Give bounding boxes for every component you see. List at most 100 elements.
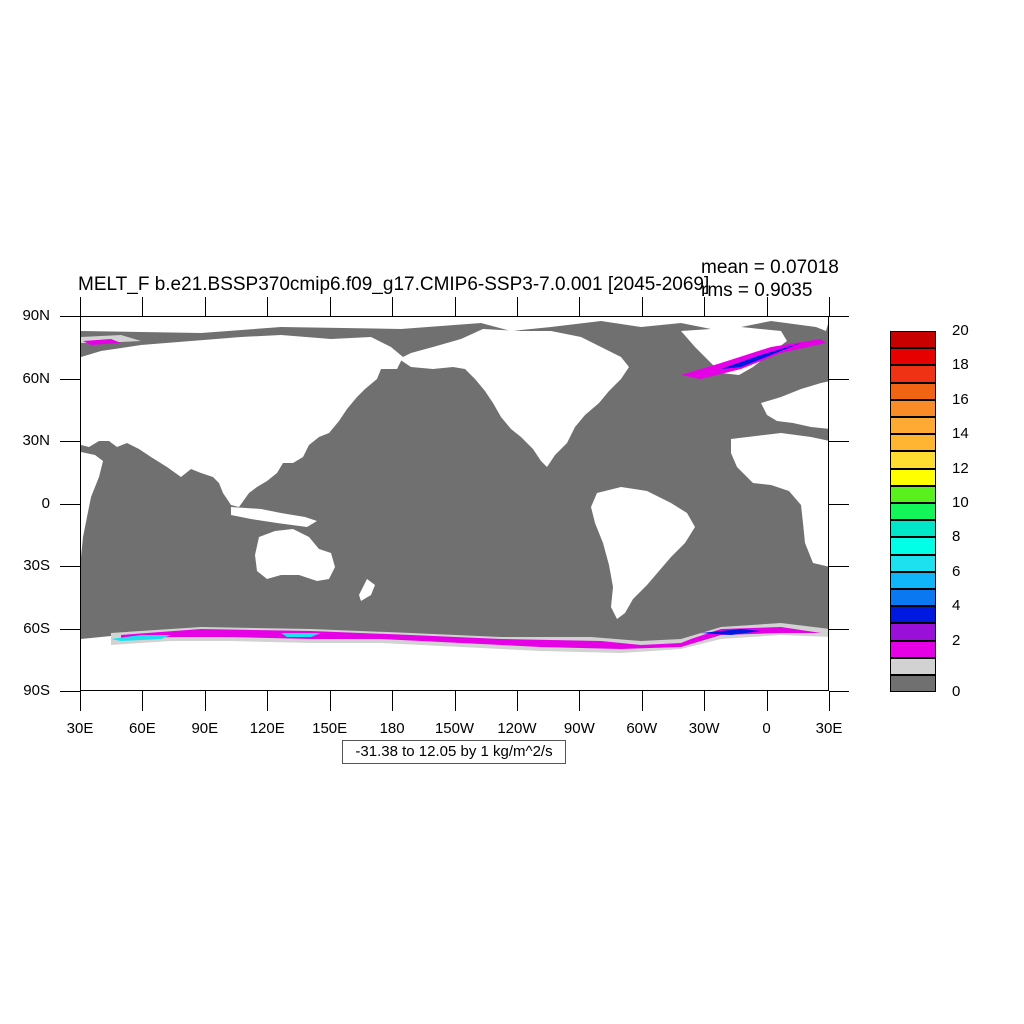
colorbar-swatch bbox=[890, 623, 936, 641]
colorbar-swatch bbox=[890, 537, 936, 555]
plot-title: MELT_F b.e21.BSSP370cmip6.f09_g17.CMIP6-… bbox=[78, 274, 710, 295]
y-tick-label: 30S bbox=[23, 557, 50, 574]
y-tick-mark bbox=[60, 316, 80, 317]
y-tick-mark bbox=[60, 378, 80, 380]
x-tick-label: 120W bbox=[497, 720, 537, 737]
x-tick-mark bbox=[392, 691, 394, 711]
x-tick-mark-top bbox=[204, 297, 206, 316]
y-tick-mark-right bbox=[829, 316, 849, 317]
x-tick-mark-top bbox=[641, 297, 643, 316]
colorbar-label: 2 bbox=[952, 631, 961, 649]
colorbar-swatch bbox=[890, 571, 936, 589]
x-tick-label: 120E bbox=[249, 720, 285, 737]
colorbar-swatch bbox=[890, 434, 936, 452]
colorbar-swatch bbox=[890, 554, 936, 572]
colorbar-swatch bbox=[890, 657, 936, 675]
colorbar-label: 10 bbox=[952, 494, 969, 511]
arctic-land-strip bbox=[81, 317, 828, 333]
colorbar-label: 14 bbox=[952, 425, 969, 443]
x-tick-mark-top bbox=[142, 297, 144, 316]
x-tick-label: 180 bbox=[379, 720, 405, 737]
y-tick-mark-right bbox=[829, 441, 849, 442]
indonesia-land bbox=[231, 507, 317, 527]
x-tick-mark bbox=[766, 691, 768, 711]
melt-arctic-blue bbox=[721, 343, 801, 369]
y-tick-mark bbox=[60, 566, 80, 567]
x-tick-mark bbox=[454, 691, 456, 711]
colorbar-swatch bbox=[890, 348, 936, 366]
y-tick-mark bbox=[60, 441, 80, 442]
colorbar-swatch bbox=[890, 417, 936, 435]
europe-land bbox=[761, 381, 828, 429]
x-tick-mark bbox=[142, 691, 144, 711]
x-tick-mark-top bbox=[454, 297, 456, 316]
y-tick-label: 30N bbox=[22, 432, 50, 449]
new-zealand-land bbox=[359, 579, 375, 601]
colorbar-swatch bbox=[890, 365, 936, 383]
y-tick-mark bbox=[60, 628, 80, 630]
colorbar-swatch bbox=[890, 331, 936, 349]
x-tick-mark-top bbox=[766, 297, 768, 316]
colorbar-swatch bbox=[890, 468, 936, 486]
south-america-land bbox=[591, 487, 695, 619]
melt-blue-streak-3 bbox=[701, 629, 761, 635]
colorbar-label: 6 bbox=[952, 562, 961, 580]
y-tick-label: 60N bbox=[22, 369, 50, 387]
colorbar-swatch bbox=[890, 503, 936, 521]
melt-blue-streak-2 bbox=[281, 633, 321, 637]
x-tick-mark-top bbox=[579, 297, 581, 316]
sea-ice-melt bbox=[81, 335, 828, 653]
colorbar-swatch bbox=[890, 589, 936, 607]
north-america-land bbox=[399, 329, 629, 467]
x-tick-mark-top bbox=[829, 297, 830, 316]
x-tick-mark bbox=[267, 691, 269, 711]
eurasia-land bbox=[81, 335, 403, 507]
colorbar-swatch bbox=[890, 382, 936, 400]
colorbar-label: 8 bbox=[952, 528, 961, 546]
x-tick-label: 30E bbox=[815, 720, 843, 737]
y-tick-mark-right bbox=[829, 378, 849, 380]
world-map bbox=[81, 317, 828, 690]
x-tick-label: 150E bbox=[312, 720, 348, 737]
colorbar-label: 4 bbox=[952, 597, 961, 615]
colorbar-label: 0 bbox=[952, 683, 961, 701]
x-tick-label: 60E bbox=[129, 720, 156, 737]
x-tick-mark-top bbox=[704, 297, 706, 316]
melt-blue-streak-1 bbox=[111, 635, 171, 641]
x-tick-label: 90W bbox=[563, 720, 595, 737]
map-panel bbox=[80, 316, 829, 691]
y-tick-mark-right bbox=[829, 566, 849, 567]
melt-arctic-magenta-2 bbox=[83, 339, 121, 345]
rms-value: rms = 0.9035 bbox=[701, 280, 813, 301]
colorbar-swatch bbox=[890, 606, 936, 624]
africa-land bbox=[81, 452, 103, 557]
x-tick-label: 30W bbox=[688, 720, 720, 737]
colorbar-label: 16 bbox=[952, 390, 969, 408]
melt-magenta-band bbox=[121, 627, 821, 649]
y-tick-label: 60S bbox=[23, 619, 50, 637]
colorbar-swatch bbox=[890, 675, 936, 693]
colorbar-swatch bbox=[890, 399, 936, 417]
colorbar bbox=[890, 331, 936, 693]
colorbar-label: 12 bbox=[952, 459, 969, 477]
contour-info-box: -31.38 to 12.05 by 1 kg/m^2/s bbox=[342, 740, 566, 764]
x-tick-mark bbox=[829, 691, 830, 711]
colorbar-swatch bbox=[890, 485, 936, 503]
y-tick-label: 90N bbox=[22, 307, 50, 324]
x-tick-label: 150W bbox=[434, 720, 475, 737]
x-tick-mark bbox=[204, 691, 206, 711]
x-tick-mark-top bbox=[80, 297, 81, 316]
colorbar-label: 18 bbox=[952, 356, 969, 374]
y-tick-label: 0 bbox=[41, 494, 50, 512]
y-tick-mark bbox=[60, 503, 80, 505]
x-tick-mark bbox=[329, 691, 331, 711]
x-tick-mark bbox=[704, 691, 706, 711]
x-tick-mark bbox=[641, 691, 643, 711]
mean-value: mean = 0.07018 bbox=[701, 257, 839, 278]
x-tick-mark-top bbox=[392, 297, 394, 316]
x-tick-mark-top bbox=[267, 297, 269, 316]
x-tick-label: 0 bbox=[762, 720, 771, 737]
x-tick-mark-top bbox=[516, 297, 518, 316]
x-tick-label: 30E bbox=[66, 720, 94, 737]
africa-west-land bbox=[731, 433, 828, 567]
